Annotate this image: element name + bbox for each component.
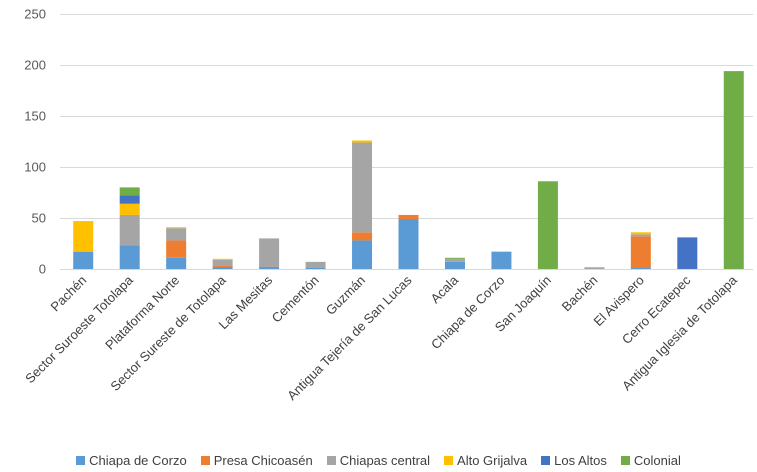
legend-swatch [76,455,86,465]
bar-segment [119,245,140,269]
bar-segment [352,232,373,241]
bar-segment [166,228,187,241]
bar-segment [537,181,558,269]
bar-segment [584,267,605,269]
legend-label: Chiapa de Corzo [89,452,187,468]
legend-label: Chiapas central [339,452,431,468]
bar-segment [166,240,187,258]
y-tick-label: 200 [24,58,46,73]
legend-swatch [326,455,336,465]
bar-segment [212,258,233,260]
legend-label: Alto Grijalva [457,452,528,468]
bar-segment [119,187,140,196]
bar-segment [119,203,140,215]
bar-segment [212,266,233,269]
bar-segment [630,236,651,268]
legend-item: Chiapa de Corzo [76,453,187,468]
bar-segment [352,240,373,269]
bar-segment [630,234,651,237]
legend-label: Los Altos [554,452,607,468]
bar-segment [305,267,326,269]
bar-segment [584,266,605,268]
bar-segment [444,257,465,259]
bar-segment [444,261,465,269]
legend-swatch [200,455,210,465]
y-tick-label: 100 [24,160,46,175]
legend-item: Alto Grijalva [444,453,527,468]
x-category-label: Cementón [269,273,322,326]
x-category-label: Pachén [48,273,90,315]
legend: Chiapa de Corzo Presa Chicoasén Chiapas ce… [0,450,757,470]
bar-segment [444,258,465,262]
x-category-label: Acala [427,272,461,306]
bar-segment [352,142,373,233]
legend-swatch [444,455,454,465]
bar-segment [259,238,280,267]
x-category-label: Bachén [559,273,601,315]
legend-item: Presa Chicoasén [200,452,313,468]
bar-segment [398,219,419,269]
bar-segment [259,266,280,269]
gridlines [60,14,753,270]
bar-segment [212,259,233,266]
legend-item: Chiapas central [326,452,431,468]
bar-segment [677,237,698,269]
bar-segment [630,232,651,235]
bar-segment [630,267,651,269]
bar-segment [73,221,94,252]
bar-segment [119,214,140,246]
bars [73,71,744,270]
bar-segment [398,214,419,220]
bar-segment [723,71,744,270]
bar-segment [166,257,187,269]
bar-segment [305,261,326,268]
legend-swatch [620,455,630,465]
y-tick-label: 150 [24,109,46,124]
y-axis-ticks: 0 50 100 150 200 250 [24,7,46,277]
legend-item: Colonial [620,452,681,468]
bar-segment [212,265,233,267]
x-category-label: Guzmán [323,273,368,318]
bar-segment [352,140,373,143]
legend-swatch [541,455,551,465]
legend-label: Presa Chicoasén [213,452,313,468]
bar-segment [119,195,140,204]
legend-label: Colonial [633,452,681,468]
y-tick-label: 0 [39,262,46,277]
bar-segment [491,251,512,269]
bar-segment [73,251,94,269]
legend-item: Los Altos [541,453,607,468]
y-tick-label: 50 [32,211,46,226]
bar-segment [166,227,187,229]
y-tick-label: 250 [24,7,46,22]
